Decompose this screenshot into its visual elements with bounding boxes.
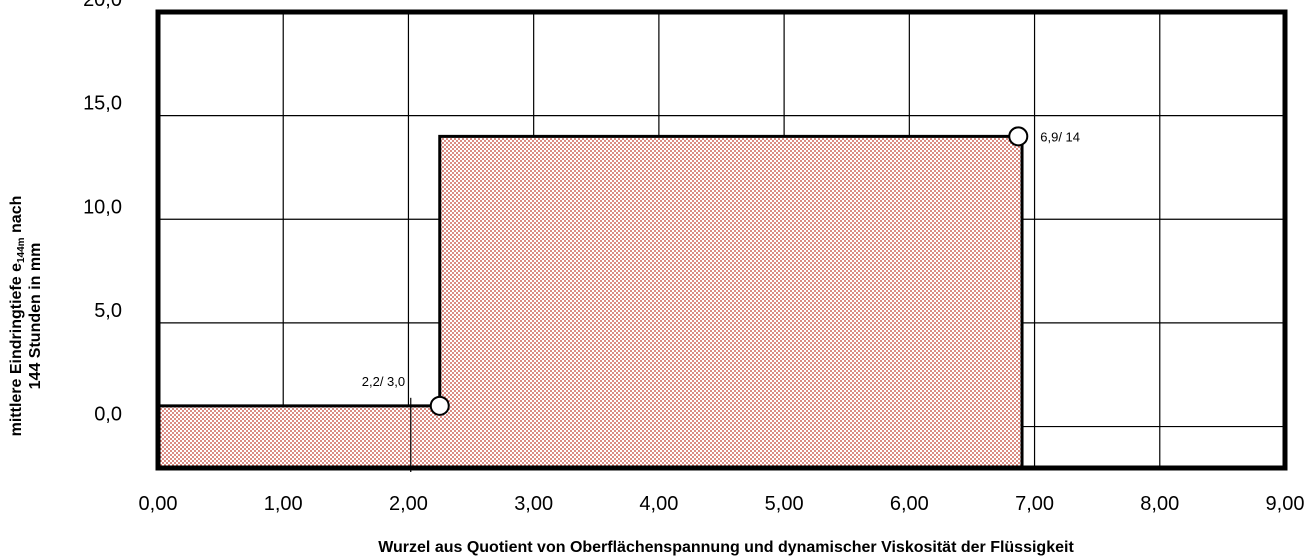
y-tick-label-3: 15,0 [83, 93, 122, 115]
data-point-1 [1008, 126, 1029, 147]
x-tick-label-4: 4,00 [639, 493, 678, 515]
plot-frame [155, 9, 1288, 471]
y-tick-label-1: 5,0 [94, 300, 122, 322]
svg-text:mittlere Eindringtiefe e144: mittlere Eindringtiefe e144m nach [8, 196, 27, 437]
y-tick-label-4: 20,0 [83, 0, 122, 11]
x-tick-label-0: 0,00 [139, 493, 178, 515]
x-tick-labels: 0,00 1,00 2,00 3,00 4,00 5,00 6,00 7,00 8,00 9,00 [139, 493, 1305, 515]
y-axis-label-suffix: nach [8, 196, 25, 238]
data-point-label-1: 6,9/ 14 [1040, 129, 1080, 144]
x-tick-label-7: 7,00 [1015, 493, 1054, 515]
y-axis-label-line2: 144 Stunden in mm [27, 243, 44, 390]
data-point-0 [429, 395, 450, 416]
y-axis-label-prefix: mittlere Eindringtiefe e [8, 263, 25, 436]
y-tick-label-0: 0,0 [94, 404, 122, 426]
y-axis-label: mittlere Eindringtiefe e144m nach [8, 196, 27, 437]
y-tick-label-2: 10,0 [83, 196, 122, 218]
y-axis-label-subscript: 144m [16, 237, 27, 263]
data-point-label-0: 2,2/ 3,0 [362, 374, 405, 389]
x-tick-label-9: 9,00 [1266, 493, 1305, 515]
x-tick-label-2: 2,00 [389, 493, 428, 515]
shaded-region [158, 136, 1023, 468]
x-axis-label: Wurzel aus Quotient von Oberflächenspann… [378, 539, 1074, 556]
x-tick-label-8: 8,00 [1140, 493, 1179, 515]
x-tick-label-5: 5,00 [765, 493, 804, 515]
boundary-step-line [158, 134, 1024, 468]
x-tick-label-3: 3,00 [514, 493, 553, 515]
data-points: 2,2/ 3,0 6,9/ 14 [362, 126, 1080, 416]
x-tick-label-6: 6,00 [890, 493, 929, 515]
x-tick-label-1: 1,00 [264, 493, 303, 515]
y-tick-labels: 0,0 5,0 10,0 15,0 20,0 [83, 0, 122, 426]
